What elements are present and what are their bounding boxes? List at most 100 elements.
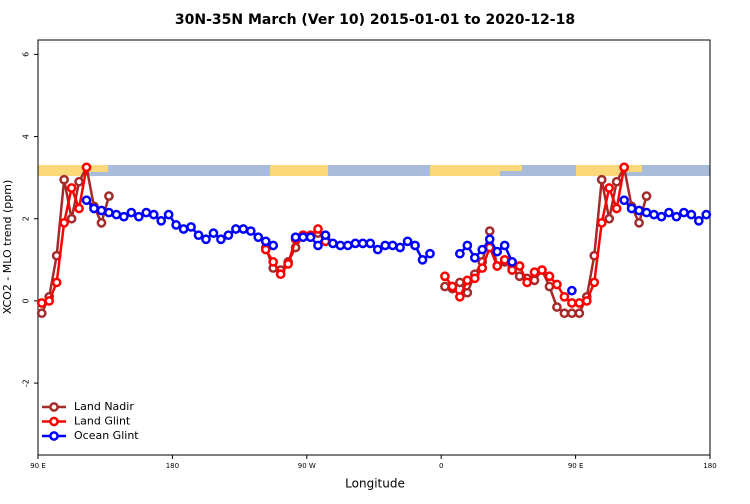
point <box>290 232 301 243</box>
point <box>141 207 152 218</box>
point <box>611 203 622 214</box>
point <box>201 234 211 245</box>
point <box>544 271 555 282</box>
point <box>44 296 55 306</box>
point <box>51 277 62 288</box>
point <box>238 224 249 234</box>
point <box>245 226 256 236</box>
point <box>567 308 577 319</box>
point <box>372 244 383 255</box>
point <box>596 174 607 185</box>
point <box>455 277 465 288</box>
point <box>410 240 420 251</box>
point <box>634 217 644 228</box>
point <box>36 298 47 308</box>
point <box>96 217 107 228</box>
point <box>499 254 510 265</box>
point <box>328 238 338 249</box>
point <box>268 240 279 251</box>
point <box>178 224 189 234</box>
point <box>567 285 577 296</box>
point <box>111 209 122 220</box>
point <box>679 207 689 218</box>
point <box>664 207 674 218</box>
map-strip <box>38 165 710 176</box>
point <box>641 191 652 201</box>
point <box>604 183 615 193</box>
point <box>425 248 435 259</box>
point <box>552 279 562 290</box>
point <box>313 240 323 251</box>
point <box>417 254 428 265</box>
point <box>193 230 204 241</box>
point <box>387 240 398 251</box>
point <box>395 242 405 253</box>
point <box>66 213 77 224</box>
point <box>440 271 450 282</box>
point <box>619 162 629 173</box>
point <box>507 265 517 275</box>
point <box>537 265 547 275</box>
point <box>455 291 465 302</box>
x-tick-label: 180 <box>166 462 179 470</box>
x-tick-label: 180 <box>703 462 716 470</box>
point <box>59 174 69 185</box>
point <box>343 240 353 251</box>
x-tick-label: 0 <box>439 462 443 470</box>
point <box>581 296 592 306</box>
legend-label: Land Nadir <box>74 400 134 413</box>
point <box>671 211 682 222</box>
point <box>477 263 488 273</box>
point <box>611 176 622 187</box>
legend-swatch <box>49 402 59 412</box>
point <box>447 281 458 292</box>
point <box>552 302 562 312</box>
point <box>462 275 473 286</box>
point <box>641 207 652 218</box>
y-tick-label: -2 <box>22 379 31 387</box>
point <box>208 228 219 238</box>
point <box>701 209 712 220</box>
point <box>492 261 503 271</box>
point <box>492 246 503 257</box>
point <box>402 236 413 247</box>
y-tick-label: 2 <box>22 216 31 221</box>
point <box>81 162 92 173</box>
point <box>469 273 480 284</box>
point <box>335 240 346 251</box>
point <box>104 207 114 218</box>
point <box>574 298 585 308</box>
point <box>365 238 376 249</box>
point <box>275 269 286 280</box>
point <box>260 244 271 255</box>
point <box>133 211 144 222</box>
point <box>440 281 450 292</box>
legend-swatch <box>49 431 59 441</box>
x-tick-label: 90 E <box>568 462 584 470</box>
point <box>499 240 510 251</box>
point <box>589 277 600 288</box>
point <box>469 252 480 263</box>
point <box>634 205 644 216</box>
point <box>283 259 293 269</box>
point <box>619 195 629 206</box>
x-tick-label: 90 E <box>30 462 46 470</box>
point <box>59 217 69 228</box>
point <box>380 240 391 251</box>
point <box>484 234 495 245</box>
point <box>559 308 570 319</box>
point <box>313 224 323 234</box>
point <box>596 217 607 228</box>
point <box>260 236 271 247</box>
point <box>462 287 473 298</box>
point <box>484 226 495 236</box>
point <box>604 213 615 224</box>
point <box>186 222 196 232</box>
point <box>529 275 540 286</box>
point <box>231 224 241 234</box>
point <box>89 203 99 214</box>
y-tick-label: 0 <box>22 298 31 303</box>
point <box>223 230 234 241</box>
point <box>656 211 667 222</box>
